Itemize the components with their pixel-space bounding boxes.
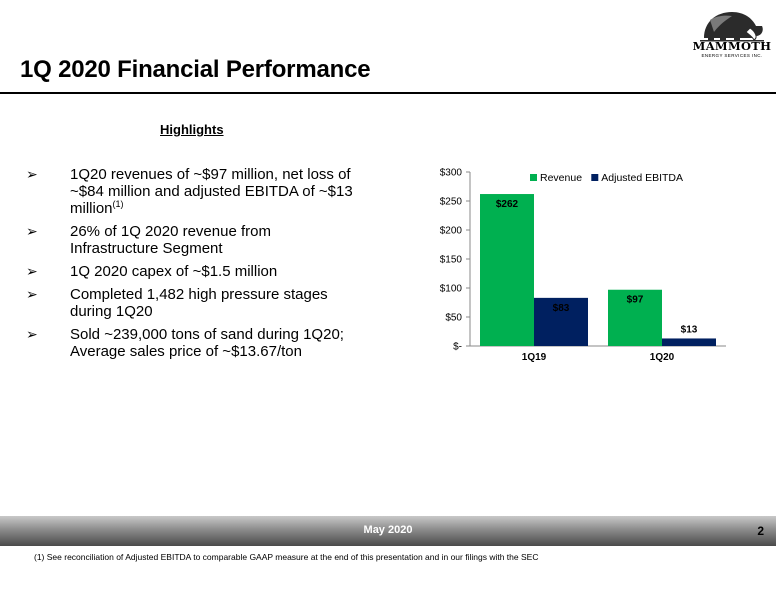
legend-label: Adjusted EBITDA [601, 172, 683, 184]
mammoth-logo-icon [700, 12, 764, 42]
revenue-ebitda-bar-chart: $- $50 $100 $150 $200 $250 $300 $262 $83 1Q19 $97 $… [440, 168, 726, 363]
bullet-text: 1Q20 revenues of ~$97 million, net loss … [70, 166, 353, 217]
list-item: ➢ 1Q 2020 capex of ~$1.5 million [26, 263, 356, 280]
logo-subtitle: ENERGY SERVICES INC. [701, 53, 763, 58]
list-item: ➢ 1Q20 revenues of ~$97 million, net los… [26, 166, 356, 217]
bullet-text: 1Q 2020 capex of ~$1.5 million [70, 263, 278, 280]
footer-date: May 2020 [363, 524, 413, 536]
list-item: ➢ Sold ~239,000 tons of sand during 1Q20… [26, 326, 356, 360]
y-tick-label: $250 [440, 197, 463, 208]
highlights-heading: Highlights [160, 122, 224, 137]
arrow-bullet-icon: ➢ [26, 166, 38, 182]
list-item: ➢ 26% of 1Q 2020 revenue from Infrastruc… [26, 223, 356, 257]
footnote-marker: (1) [112, 199, 124, 209]
bar-revenue [608, 289, 662, 346]
bar-adjusted-ebitda [662, 338, 716, 346]
y-tick-label: $100 [440, 284, 463, 295]
footnote: (1) See reconciliation of Adjusted EBITD… [34, 552, 539, 562]
bullet-text: Completed 1,482 high pressure stages dur… [70, 286, 328, 320]
legend-swatch [591, 174, 599, 181]
arrow-bullet-icon: ➢ [26, 263, 38, 279]
page-title: 1Q 2020 Financial Performance [20, 56, 371, 83]
y-tick-label: $200 [440, 226, 463, 237]
data-label: $97 [627, 295, 644, 306]
title-divider [0, 92, 776, 94]
bar-adjusted-ebitda [534, 297, 588, 346]
page-number: 2 [757, 524, 764, 538]
x-tick-label: 1Q19 [522, 352, 547, 363]
highlights-list: ➢ 1Q20 revenues of ~$97 million, net los… [26, 166, 356, 366]
legend-label: Revenue [540, 172, 582, 184]
data-label: $262 [496, 199, 519, 210]
legend-swatch [530, 174, 537, 181]
y-tick-label: $300 [440, 168, 463, 179]
bullet-text: 26% of 1Q 2020 revenue from Infrastructu… [70, 223, 271, 257]
y-tick-label: $150 [440, 255, 463, 266]
list-item: ➢ Completed 1,482 high pressure stages d… [26, 286, 356, 320]
bullet-text: Sold ~239,000 tons of sand during 1Q20; … [70, 326, 344, 360]
x-tick-label: 1Q20 [650, 352, 675, 363]
bar-revenue [480, 194, 534, 346]
footer-band [0, 516, 776, 546]
arrow-bullet-icon: ➢ [26, 286, 38, 302]
arrow-bullet-icon: ➢ [26, 326, 38, 342]
data-label: $13 [681, 324, 698, 335]
arrow-bullet-icon: ➢ [26, 223, 38, 239]
logo-wordmark: MAMMOTH [692, 39, 772, 53]
y-tick-label: $50 [445, 313, 462, 324]
y-tick-label: $- [453, 342, 462, 353]
data-label: $83 [553, 303, 570, 314]
